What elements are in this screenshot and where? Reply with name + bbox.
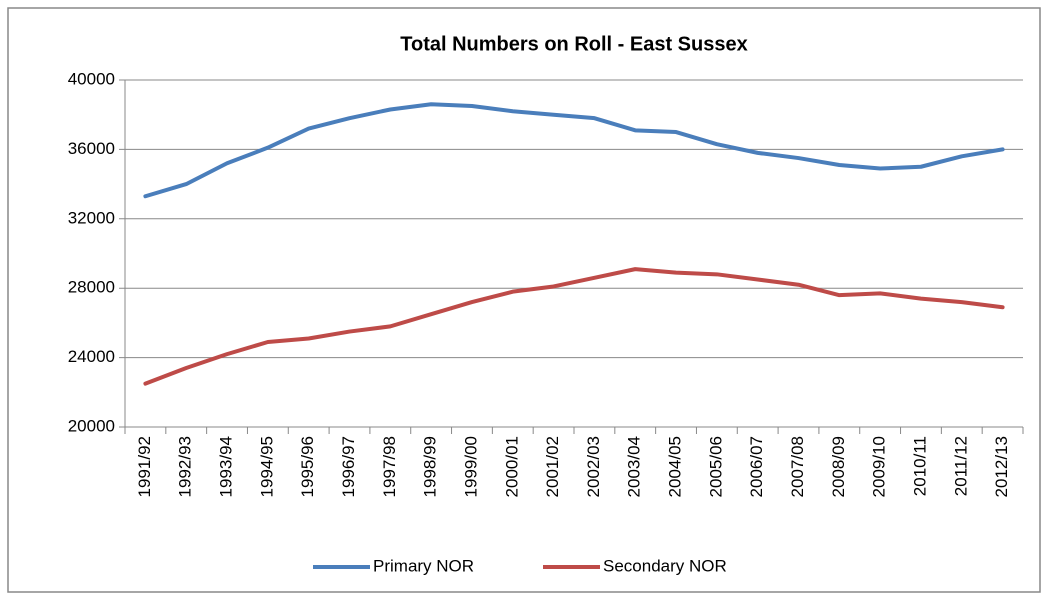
x-tick-label: 2006/07 [747,436,766,497]
x-tick-label: 1998/99 [421,436,440,497]
chart-title: Total Numbers on Roll - East Sussex [400,33,747,55]
x-tick-label: 2011/12 [951,436,970,496]
x-tick-label: 2007/08 [788,436,807,497]
x-tick-label: 1991/92 [135,436,154,497]
x-tick-label: 2000/01 [502,436,521,497]
y-tick-label: 36000 [68,139,115,158]
chart-border [7,7,1041,593]
x-tick-label: 2010/11 [910,436,929,496]
x-tick-label: 1997/98 [380,436,399,497]
x-tick-label: 2003/04 [625,436,644,497]
x-tick-label: 1999/00 [461,436,480,497]
y-tick-label: 32000 [68,208,115,227]
y-tick-label: 24000 [68,347,115,366]
x-tick-label: 1995/96 [298,436,317,497]
x-tick-label: 1994/95 [257,436,276,497]
x-tick-label: 2001/02 [543,436,562,497]
x-tick-label: 2008/09 [829,436,848,497]
x-tick-label: 1996/97 [339,436,358,497]
x-tick-label: 2004/05 [666,436,685,497]
series-line [143,267,1005,386]
x-tick-label: 2005/06 [706,436,725,497]
x-tick-label: 2012/13 [992,436,1011,497]
x-tick-label: 2002/03 [584,436,603,497]
legend-label: Primary NOR [373,556,474,575]
y-tick-label: 20000 [68,416,115,435]
x-tick-label: 2009/10 [870,436,889,497]
x-tick-label: 1992/93 [176,436,195,497]
series-line [143,102,1005,199]
y-tick-label: 40000 [68,69,115,88]
legend-label: Secondary NOR [603,556,727,575]
y-tick-label: 28000 [68,278,115,297]
x-tick-label: 1993/94 [217,436,236,497]
